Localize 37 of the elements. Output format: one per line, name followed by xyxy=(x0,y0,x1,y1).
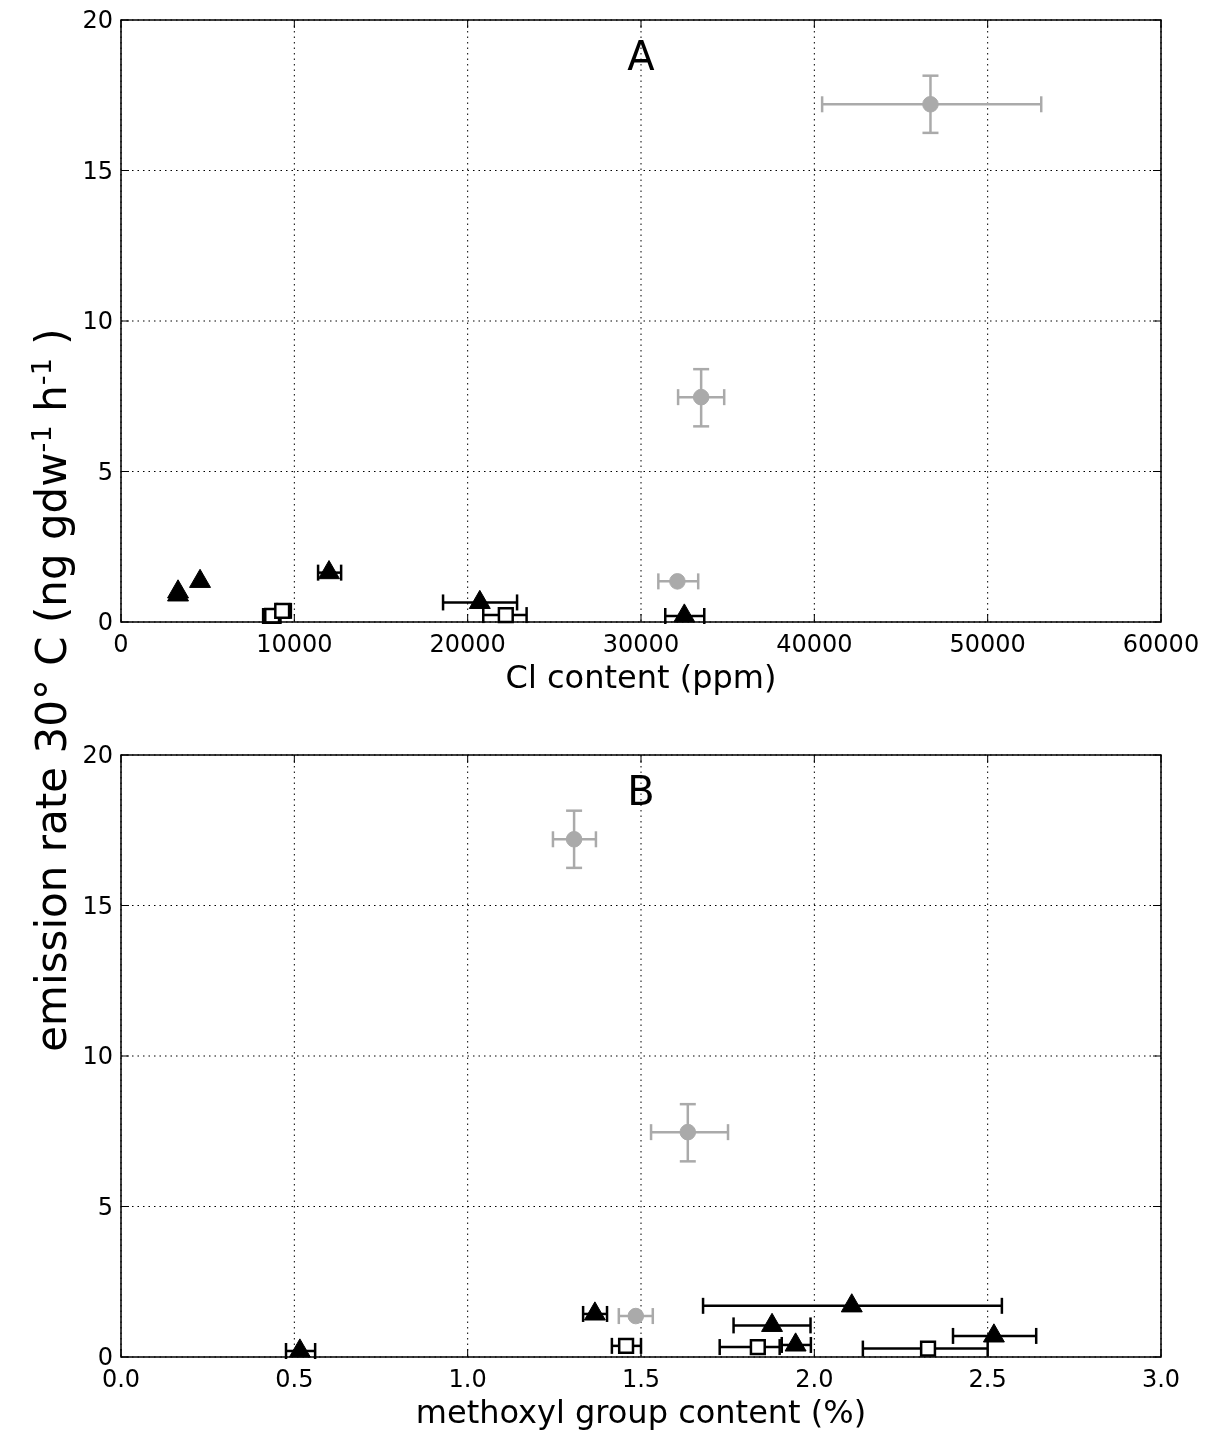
y-tick-label: 15 xyxy=(82,891,113,920)
point xyxy=(761,1312,784,1332)
x-axis-title: methoxyl group content (%) xyxy=(415,1393,867,1431)
point xyxy=(982,1323,1005,1343)
point xyxy=(288,1338,311,1358)
x-tick-label: 1.0 xyxy=(448,1365,487,1393)
y-tick-label: 0 xyxy=(97,608,113,636)
point xyxy=(468,589,491,609)
y-tick-label: 20 xyxy=(82,741,113,769)
x-tick-label: 1.5 xyxy=(621,1365,661,1393)
x-tick-label: 3.0 xyxy=(1141,1365,1181,1393)
y-tick-label: 5 xyxy=(97,457,113,486)
point xyxy=(189,568,212,588)
y-tick-label: 10 xyxy=(82,307,113,335)
x-tick-label: 0.5 xyxy=(275,1365,314,1393)
chart-title: B xyxy=(627,768,655,814)
x-tick-label: 60000 xyxy=(1122,630,1200,658)
y-tick-label: 20 xyxy=(82,6,113,34)
y-tick-label: 15 xyxy=(82,156,113,185)
x-tick-label: 40000 xyxy=(776,630,853,658)
x-tick-label: 10000 xyxy=(256,630,333,658)
chart-title: A xyxy=(627,33,656,79)
point xyxy=(679,1123,697,1141)
x-axis-title: Cl content (ppm) xyxy=(505,658,777,696)
point xyxy=(692,388,710,406)
point xyxy=(565,831,583,848)
point xyxy=(922,96,939,113)
x-tick-label: 2.0 xyxy=(795,1365,834,1393)
point xyxy=(784,1332,807,1352)
x-tick-label: 2.5 xyxy=(968,1365,1007,1393)
y-tick-label: 10 xyxy=(82,1042,113,1070)
point xyxy=(840,1293,863,1313)
x-tick-label: 30000 xyxy=(602,630,680,658)
x-tick-label: 50000 xyxy=(949,630,1026,658)
x-tick-label: 0.0 xyxy=(101,1365,141,1393)
x-tick-label: 20000 xyxy=(429,630,506,658)
y-tick-label: 5 xyxy=(97,1192,113,1221)
